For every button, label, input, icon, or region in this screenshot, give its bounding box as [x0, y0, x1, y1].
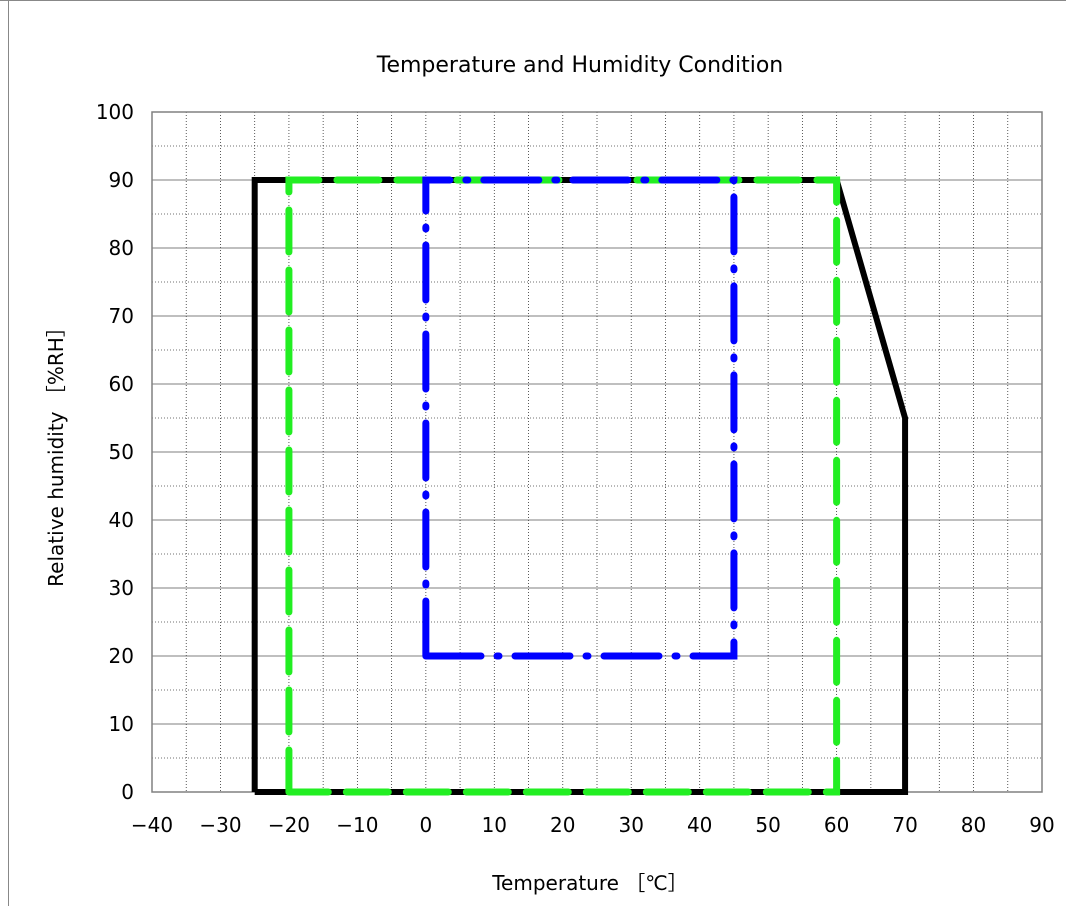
series-layer — [251, 176, 909, 796]
x-tick-label: −30 — [199, 813, 241, 837]
x-tick-label: 80 — [961, 813, 986, 837]
y-tick-label: 50 — [109, 440, 134, 464]
y-tick-label: 60 — [109, 372, 134, 396]
x-tick-label: 0 — [419, 813, 432, 837]
y-tick-label: 40 — [109, 508, 134, 532]
x-tick-label: −40 — [131, 813, 173, 837]
x-tick-label: 70 — [892, 813, 917, 837]
y-tick-label: 70 — [109, 304, 134, 328]
y-tick-label: 90 — [109, 168, 134, 192]
series-line-2 — [285, 176, 841, 796]
x-tick-label: −10 — [336, 813, 378, 837]
x-tick-label: 10 — [482, 813, 507, 837]
x-tick-labels: −40 −30 −20 −10 0 10 20 30 40 50 60 70 80 90 — [131, 813, 1055, 837]
y-tick-label: 30 — [109, 576, 134, 600]
y-tick-label: 100 — [96, 100, 134, 124]
chart-title: Temperature and Humidity Condition — [376, 53, 783, 78]
x-tick-label: 30 — [619, 813, 644, 837]
x-axis-title: Temperature ［℃］ — [491, 871, 688, 895]
x-tick-label: −20 — [268, 813, 310, 837]
y-tick-labels: 0 10 20 30 40 50 60 70 80 90 100 — [96, 100, 134, 804]
y-axis-title: Relative humidity ［%RH］ — [44, 317, 68, 587]
x-tick-label: 20 — [550, 813, 575, 837]
series-line-3 — [422, 176, 738, 660]
series-line-1 — [251, 177, 909, 795]
y-tick-label: 80 — [109, 236, 134, 260]
x-tick-label: 50 — [755, 813, 780, 837]
x-tick-label: 40 — [687, 813, 712, 837]
x-tick-label: 90 — [1029, 813, 1054, 837]
y-tick-label: 0 — [121, 780, 134, 804]
x-tick-label: 60 — [824, 813, 849, 837]
y-tick-label: 10 — [109, 712, 134, 736]
y-tick-label: 20 — [109, 644, 134, 668]
